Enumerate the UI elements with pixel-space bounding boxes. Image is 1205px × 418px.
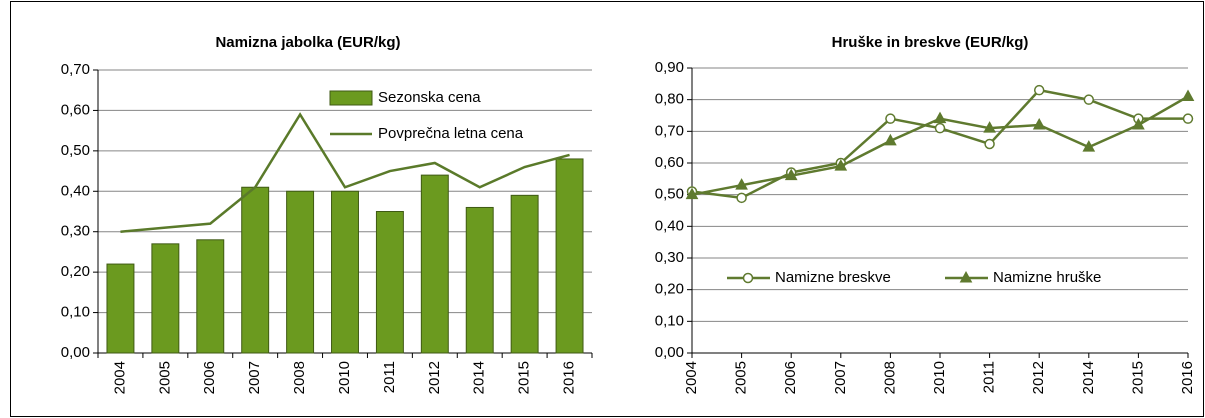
y-tick-label: 0,10: [655, 312, 684, 329]
x-tick-label: 2016: [1179, 361, 1196, 394]
x-tick-label: 2012: [1030, 361, 1047, 394]
frame: [10, 1, 1204, 417]
circle-marker: [1083, 94, 1095, 105]
x-tick-label: 2006: [201, 361, 218, 394]
y-tick-label: 0,50: [655, 186, 684, 203]
line: [691, 95, 1189, 196]
triangle-marker: [1082, 140, 1096, 152]
bar: [241, 186, 270, 354]
triangle-marker: [784, 168, 798, 181]
bar: [420, 174, 449, 354]
bar: [510, 194, 539, 354]
x-tick-label: 2005: [733, 361, 750, 394]
chart-title: Hruške in breskve (EUR/kg): [832, 34, 1029, 51]
legend-label: Namizne breskve: [775, 269, 891, 286]
triangle-marker: [834, 159, 848, 171]
bar: [286, 190, 315, 354]
y-tick-label: 0,70: [655, 122, 684, 139]
x-tick-label: 2008: [291, 361, 308, 394]
x-tick-label: 2005: [156, 361, 173, 394]
x-tick-label: 2016: [561, 361, 578, 394]
bar: [465, 206, 494, 354]
legend-label: Namizne hruške: [993, 269, 1101, 286]
triangle-marker: [1181, 89, 1195, 101]
bar: [331, 190, 359, 354]
x-tick-label: 2004: [111, 361, 128, 394]
circle-marker: [984, 138, 995, 150]
y-tick-label: 0,20: [655, 281, 684, 298]
y-tick-label: 0,80: [655, 91, 684, 108]
x-tick-label: 2014: [1080, 361, 1097, 394]
x-tick-label: 2014: [471, 361, 488, 394]
circle-marker: [736, 192, 747, 204]
x-tick-label: 2015: [1129, 361, 1146, 394]
y-tick-label: 0,30: [655, 249, 684, 266]
x-tick-label: 2011: [381, 361, 398, 393]
legend-swatch: [329, 90, 373, 106]
x-tick-label: 2011: [981, 361, 998, 393]
x-tick-label: 2004: [683, 361, 700, 394]
legend-label: Povprečna letna cena: [378, 125, 524, 142]
y-tick-label: 0,20: [61, 263, 90, 280]
y-tick-label: 0,00: [61, 344, 90, 361]
y-tick-label: 0,70: [61, 61, 90, 78]
circle-marker: [885, 113, 896, 124]
triangle-marker: [1132, 117, 1145, 130]
y-tick-label: 0,40: [61, 182, 90, 199]
bar: [196, 239, 225, 354]
bar: [106, 263, 135, 354]
x-tick-label: 2007: [832, 361, 849, 394]
triangle-marker: [933, 111, 947, 124]
circle-marker: [934, 122, 946, 134]
x-tick-label: 2010: [336, 361, 353, 394]
y-tick-label: 0,40: [655, 217, 684, 234]
bar: [555, 158, 584, 354]
y-tick-label: 0,30: [61, 223, 90, 240]
y-tick-label: 0,60: [61, 101, 90, 118]
y-tick-label: 0,10: [61, 304, 90, 321]
x-tick-label: 2007: [246, 361, 263, 394]
triangle-marker: [884, 133, 897, 146]
y-tick-label: 0,60: [655, 154, 684, 171]
circle-marker: [1033, 84, 1045, 96]
bar: [375, 211, 404, 354]
triangle-marker: [735, 178, 748, 190]
y-tick-label: 0,00: [655, 344, 684, 361]
triangle-marker: [1032, 117, 1046, 130]
x-tick-label: 2012: [426, 361, 443, 394]
x-tick-label: 2010: [931, 361, 948, 394]
x-tick-label: 2006: [782, 361, 799, 394]
triangle-marker: [959, 270, 973, 283]
y-tick-label: 0,50: [61, 142, 90, 159]
triangle-marker: [983, 121, 996, 133]
circle-marker: [1182, 113, 1194, 124]
chart-title: Namizna jabolka (EUR/kg): [215, 34, 400, 51]
circle-marker: [742, 272, 754, 284]
legend-label: Sezonska cena: [378, 89, 481, 106]
y-tick-label: 0,90: [655, 59, 684, 76]
x-tick-label: 2015: [516, 361, 533, 394]
line: [120, 112, 570, 233]
triangle-marker: [685, 187, 699, 200]
bar: [151, 243, 180, 354]
x-tick-label: 2008: [881, 361, 898, 394]
